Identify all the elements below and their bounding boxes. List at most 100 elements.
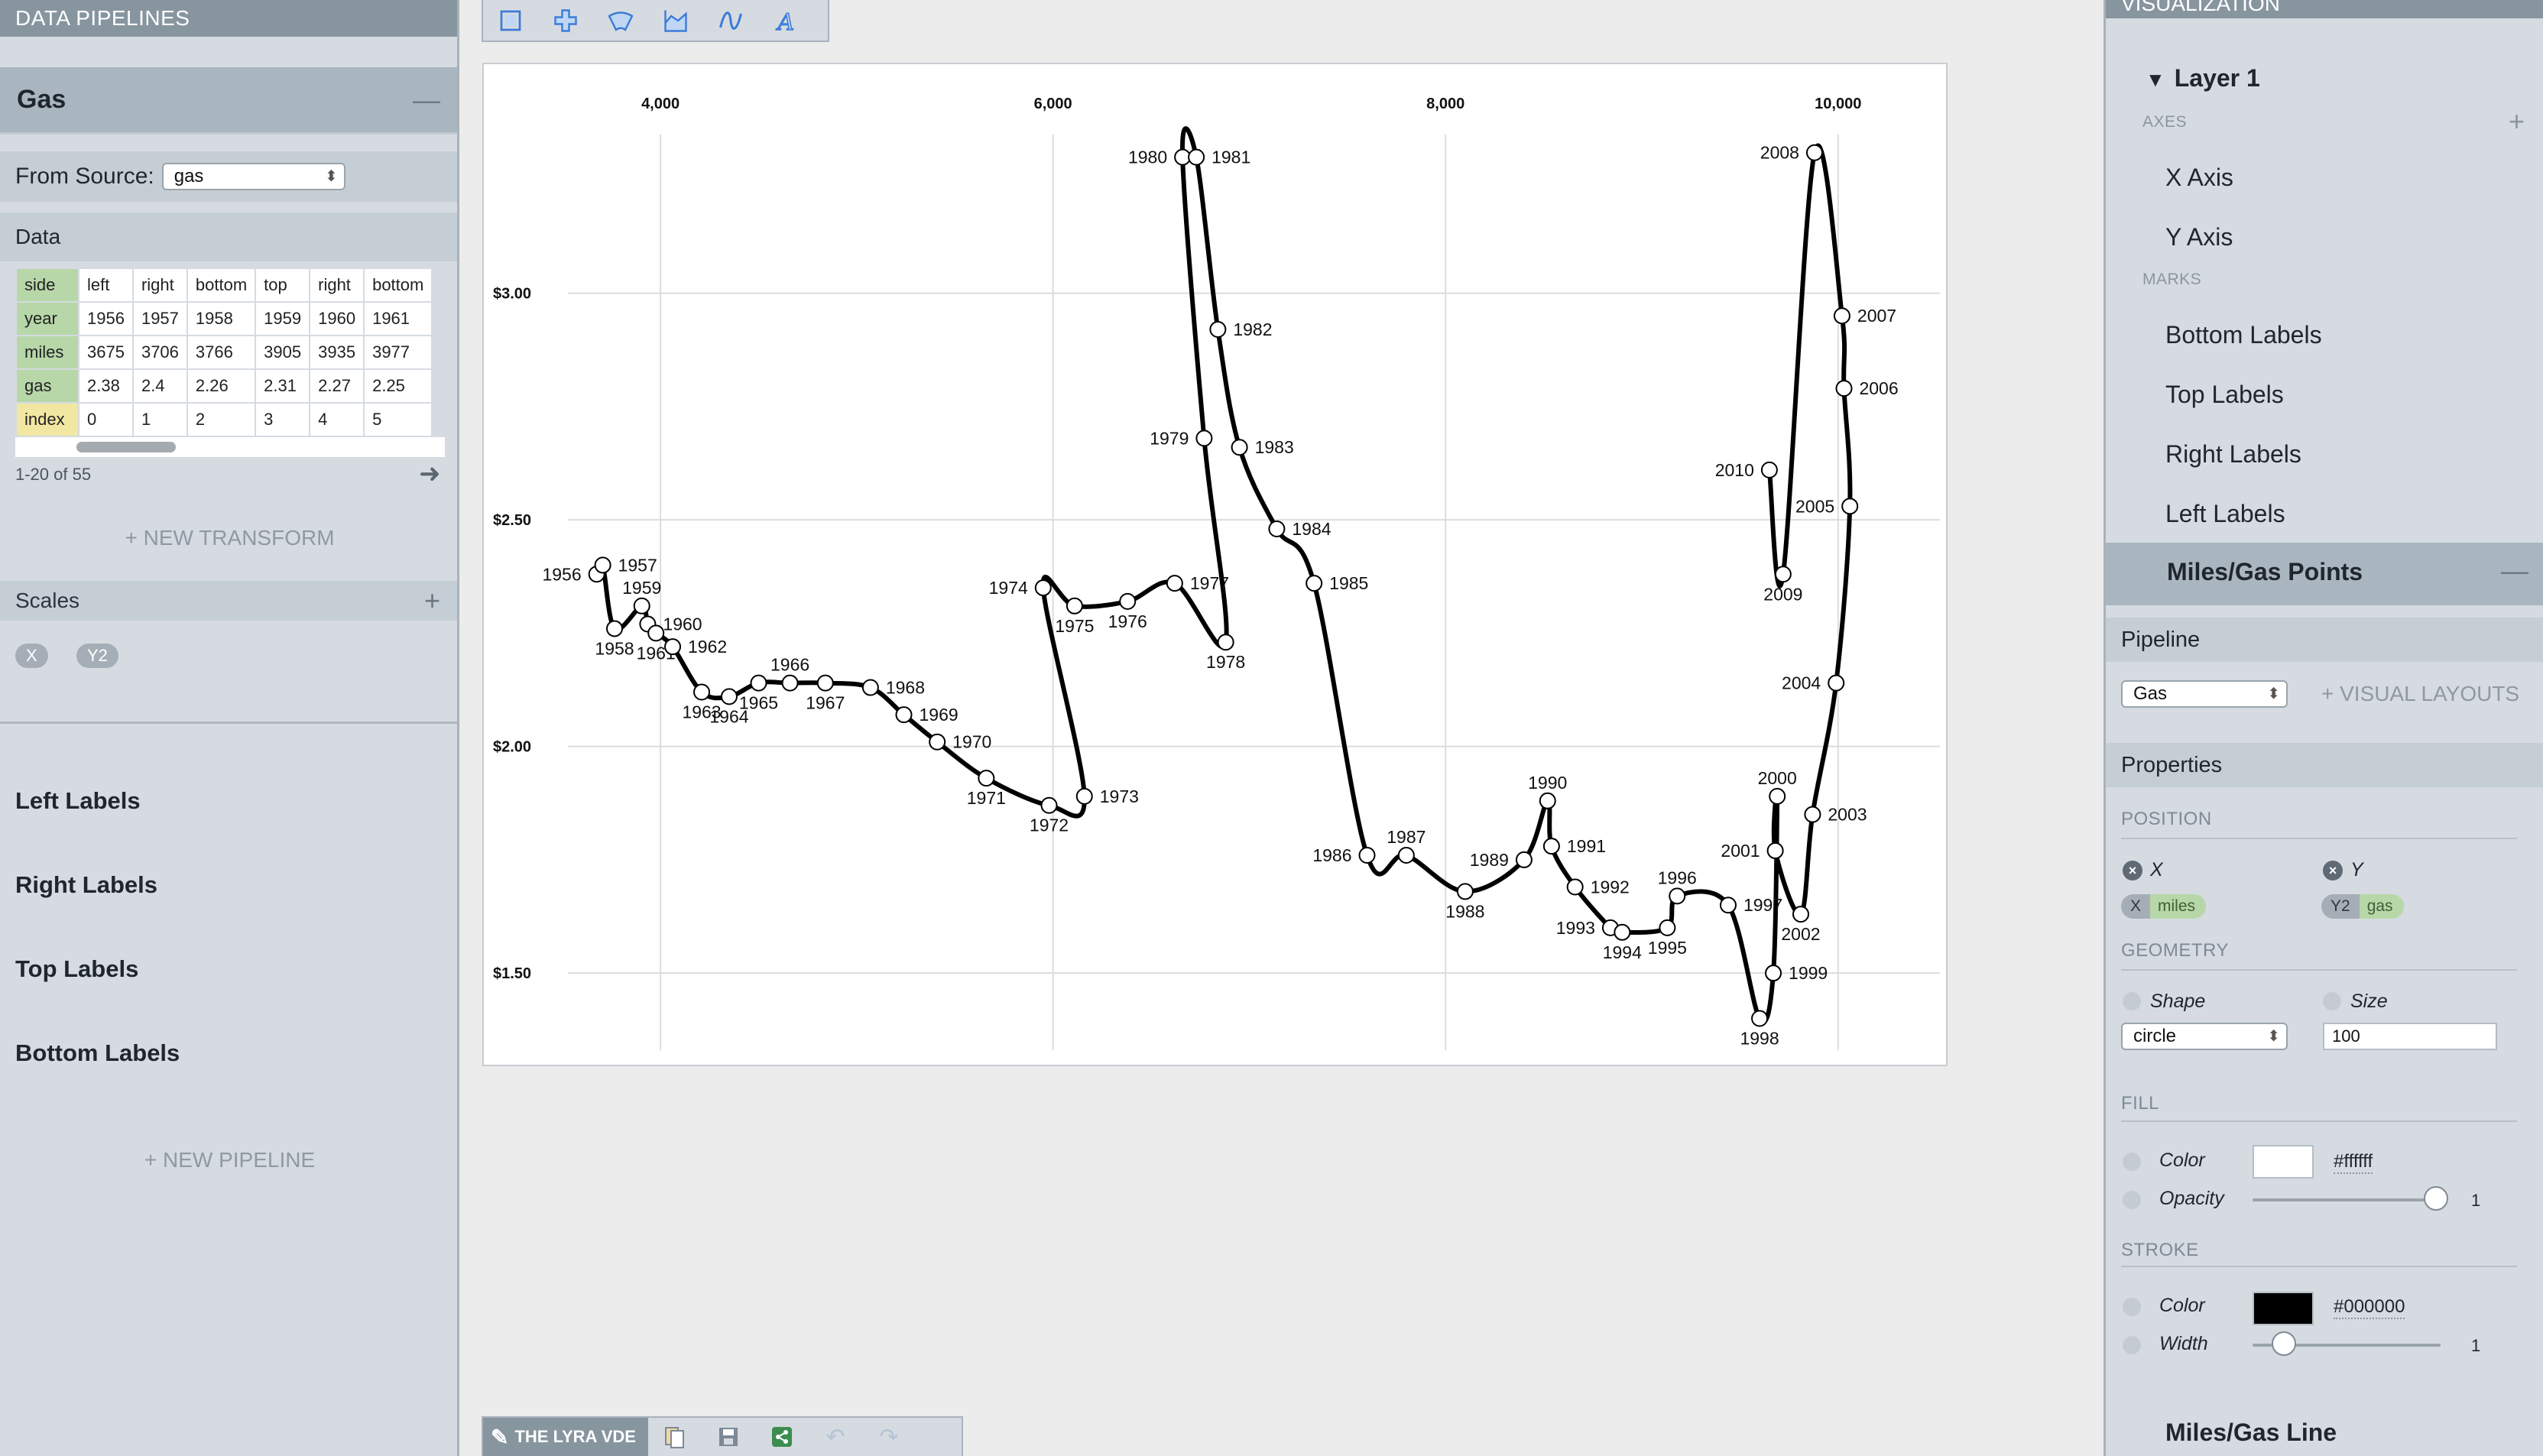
visualization-canvas[interactable]: 4,000 6,000 8,000 10,000 $1.50 $2.00 $2.50 $3.0… (482, 63, 1948, 1066)
data-point (693, 683, 711, 701)
axis-x[interactable]: X Axis (2165, 164, 2233, 191)
brand-label: THE LYRA VDE (514, 1427, 636, 1446)
new-pipeline-button[interactable]: + NEW PIPELINE (144, 1148, 316, 1172)
save-icon[interactable] (702, 1418, 755, 1456)
source-select[interactable]: gas (161, 163, 345, 190)
data-point (1166, 575, 1183, 592)
data-label: 1998 (1740, 1028, 1779, 1048)
bottom-bar: ✎ THE LYRA VDE ↶ ↷ (482, 1416, 963, 1456)
pipeline-mark-bottom-labels[interactable]: Bottom Labels (15, 1039, 180, 1066)
undo-icon[interactable]: ↶ (826, 1424, 845, 1450)
data-pipelines-panel: DATA PIPELINES Gas — From Source: gas Da… (0, 0, 459, 1456)
stroke-color-hex[interactable]: #000000 (2334, 1296, 2405, 1319)
table-cell: 2.25 (363, 368, 433, 404)
data-label: 1989 (1470, 850, 1509, 870)
add-axis-icon[interactable]: + (2508, 105, 2525, 137)
shape-select[interactable]: circle (2121, 1023, 2288, 1050)
table-scrollbar[interactable] (76, 442, 176, 452)
fill-opacity-value[interactable]: 1 (2471, 1191, 2481, 1210)
data-label: 1974 (989, 578, 1028, 598)
data-label: 1957 (618, 555, 657, 575)
data-label: 2009 (1763, 584, 1802, 604)
remove-y-binding-icon[interactable]: × (2323, 861, 2343, 880)
data-point (816, 674, 834, 692)
symbol-tool-icon[interactable] (538, 0, 593, 41)
stroke-color-bind-dot[interactable] (2123, 1298, 2141, 1316)
table-field-side[interactable]: side (15, 268, 79, 303)
axes-label: AXES (2142, 113, 2188, 131)
data-label: 1960 (663, 615, 702, 634)
pipeline-mark-right-labels[interactable]: Right Labels (15, 871, 158, 898)
fill-color-bind-dot[interactable] (2123, 1153, 2141, 1171)
data-point (1792, 906, 1809, 923)
x-tick-label: 6,000 (1034, 96, 1072, 112)
fill-color-swatch[interactable] (2253, 1145, 2314, 1179)
line-tool-icon[interactable] (703, 0, 758, 41)
mark-miles-gas-points[interactable]: Miles/Gas Points — (2106, 543, 2543, 605)
data-point (633, 597, 650, 615)
text-tool-icon[interactable]: A (758, 0, 813, 41)
mark-miles-gas-line[interactable]: Miles/Gas Line (2165, 1419, 2337, 1446)
size-bind-dot[interactable] (2323, 992, 2341, 1010)
connected-scatter-chart[interactable]: 4,000 6,000 8,000 10,000 $1.50 $2.00 $2.50 $3.0… (484, 64, 1946, 1065)
add-scale-icon[interactable]: + (423, 585, 440, 616)
redo-icon[interactable]: ↷ (879, 1424, 899, 1450)
stroke-width-value[interactable]: 1 (2471, 1336, 2481, 1355)
data-label: 1992 (1591, 877, 1630, 897)
export-icon[interactable] (648, 1418, 702, 1456)
shape-bind-dot[interactable] (2123, 992, 2141, 1010)
mark-right-labels[interactable]: Right Labels (2165, 440, 2301, 468)
data-point (1066, 597, 1083, 615)
table-field-index[interactable]: index (15, 402, 79, 437)
data-point (1614, 923, 1631, 941)
remove-x-binding-icon[interactable]: × (2123, 861, 2142, 880)
stroke-width-slider[interactable] (2253, 1344, 2441, 1347)
fill-opacity-bind-dot[interactable] (2123, 1191, 2141, 1209)
table-field-miles[interactable]: miles (15, 335, 79, 370)
stroke-width-knob[interactable] (2271, 1331, 2296, 1356)
y-binding-pill[interactable]: Y2 gas (2321, 894, 2404, 919)
stroke-width-bind-dot[interactable] (2123, 1336, 2141, 1354)
mark-top-labels[interactable]: Top Labels (2165, 381, 2284, 408)
layer-collapse-icon[interactable]: ▼ (2146, 68, 2165, 91)
mark-left-labels[interactable]: Left Labels (2165, 500, 2285, 527)
arc-tool-icon[interactable] (593, 0, 648, 41)
table-cell: 1960 (309, 301, 365, 336)
size-input[interactable] (2323, 1023, 2497, 1050)
pipeline-gas-header[interactable]: Gas — (0, 67, 457, 135)
pipeline-mark-top-labels[interactable]: Top Labels (15, 955, 139, 982)
share-icon[interactable] (755, 1418, 809, 1456)
table-field-year[interactable]: year (15, 301, 79, 336)
collapse-pipeline-icon[interactable]: — (413, 83, 440, 115)
fill-opacity-slider[interactable] (2253, 1198, 2436, 1201)
data-label: 2001 (1721, 841, 1760, 861)
pipeline-mark-left-labels[interactable]: Left Labels (15, 787, 141, 814)
data-label: 1973 (1100, 786, 1139, 806)
data-point (1209, 321, 1227, 339)
stroke-color-swatch[interactable] (2253, 1292, 2314, 1325)
new-transform-button[interactable]: + NEW TRANSFORM (125, 526, 335, 550)
area-tool-icon[interactable] (648, 0, 703, 41)
axis-y[interactable]: Y Axis (2165, 223, 2233, 251)
table-cell: bottom (186, 268, 257, 303)
table-field-gas[interactable]: gas (15, 368, 79, 404)
next-page-arrow-icon[interactable]: ➜ (419, 459, 441, 488)
fill-opacity-knob[interactable] (2424, 1186, 2448, 1211)
layer-1[interactable]: ▼ Layer 1 (2146, 64, 2260, 92)
data-label: 1967 (806, 693, 845, 713)
table-cell: 1956 (78, 301, 134, 336)
table-cell: 4 (309, 402, 365, 437)
position-label: POSITION (2121, 809, 2212, 829)
mark-pipeline-select[interactable]: Gas (2121, 680, 2288, 708)
table-cell: bottom (363, 268, 433, 303)
scale-pill-x[interactable]: X (15, 644, 48, 668)
fill-color-hex[interactable]: #ffffff (2334, 1151, 2373, 1174)
scale-pill-y2[interactable]: Y2 (76, 644, 118, 668)
data-table: side left right bottom top right bottom year 195… (15, 268, 433, 437)
collapse-mark-icon[interactable]: — (2501, 555, 2528, 586)
data-point (1769, 787, 1786, 805)
rect-tool-icon[interactable] (483, 0, 538, 41)
visual-layouts-button[interactable]: + VISUAL LAYOUTS (2321, 682, 2520, 705)
mark-bottom-labels[interactable]: Bottom Labels (2165, 321, 2322, 349)
